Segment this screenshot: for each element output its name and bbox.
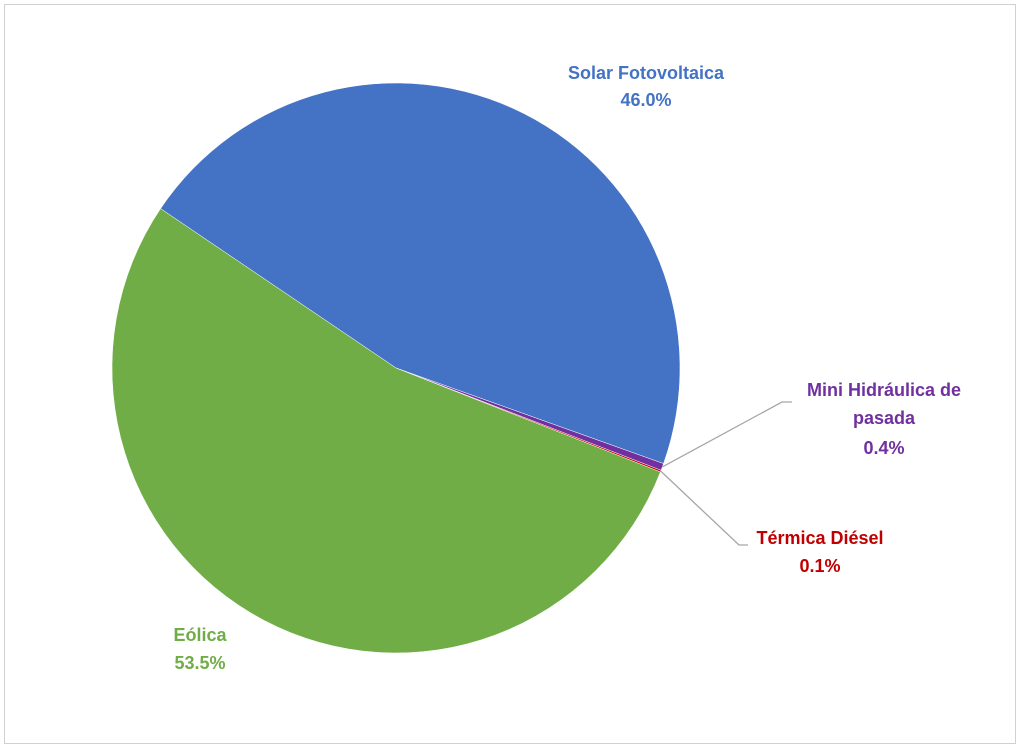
slice-label-solar: Solar Fotovoltaica [568, 63, 725, 83]
slice-value-solar: 46.0% [620, 90, 671, 110]
slice-value-termica: 0.1% [799, 556, 840, 576]
slice-label-eolica: Eólica [173, 625, 227, 645]
slice-label-hidraulica-line2: pasada [853, 408, 916, 428]
slice-value-hidraulica: 0.4% [863, 438, 904, 458]
pie-slice-solar [160, 82, 681, 464]
pie-slice-eolica [111, 208, 661, 654]
leader-lines [660, 401, 792, 546]
slice-value-eolica: 53.5% [174, 653, 225, 673]
pie-slices [111, 82, 681, 654]
slice-label-hidraulica-line1: Mini Hidráulica de [807, 380, 961, 400]
slice-label-termica: Térmica Diésel [756, 528, 883, 548]
leader-line-termica [660, 470, 748, 546]
leader-line-hidraulica [662, 401, 792, 468]
